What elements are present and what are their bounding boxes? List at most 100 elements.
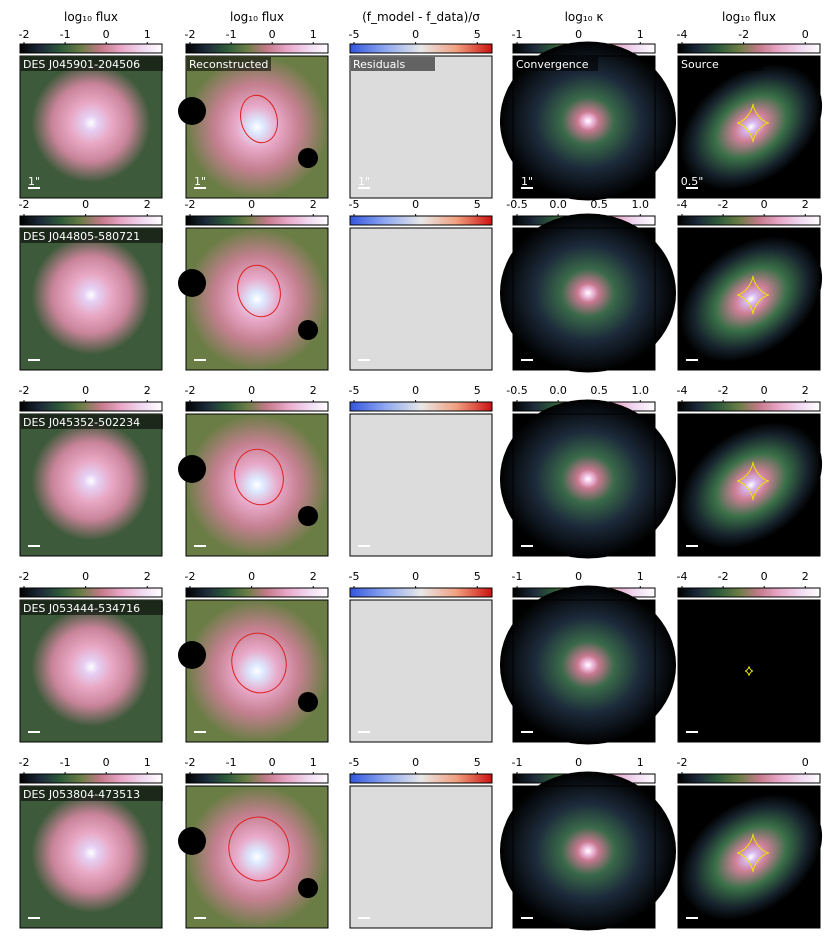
colorbar-tick-label: 2	[144, 198, 151, 211]
colorbar-tick-label: 0	[82, 384, 89, 397]
panel-label: Convergence	[516, 58, 589, 71]
colorbar-tick-label: 5	[474, 570, 481, 583]
colorbar	[20, 402, 162, 411]
colorbar-tick-label: 2	[802, 198, 809, 211]
colorbar-tick-label: -0.5	[506, 198, 527, 211]
colorbar-tick-label: 2	[144, 570, 151, 583]
colorbar-tick-label: -1	[512, 28, 523, 41]
colorbar-tick-label: 0	[103, 28, 110, 41]
colorbar-tick-label: -5	[349, 756, 360, 769]
colorbar-tick-label: 0	[82, 198, 89, 211]
colorbar	[350, 402, 492, 411]
colorbar	[186, 216, 328, 225]
colorbar-tick-label: 5	[474, 198, 481, 211]
colorbar-tick-label: -2	[19, 28, 30, 41]
panel-residuals	[350, 414, 492, 556]
colorbar	[350, 588, 492, 597]
colorbar-tick-label: -1	[226, 756, 237, 769]
panel-convergence	[500, 585, 676, 744]
colorbar-tick-label: 0	[269, 28, 276, 41]
panel-reconstructed	[178, 786, 328, 928]
colorbar-tick-label: -2	[19, 570, 30, 583]
scale-bar-label: 0.5"	[681, 175, 704, 188]
colorbar	[20, 216, 162, 225]
colorbar-tick-label: 2	[310, 198, 317, 211]
colorbar-tick-label: -2	[718, 384, 729, 397]
colorbar-tick-label: 2	[802, 384, 809, 397]
colorbar-tick-label: 1	[310, 756, 317, 769]
colorbar	[186, 44, 328, 53]
colorbar	[678, 216, 820, 225]
colorbar-tick-label: -5	[349, 198, 360, 211]
panel-data	[20, 600, 163, 742]
colorbar-tick-label: 0.0	[549, 384, 567, 397]
object-name: DES J053444-534716	[23, 602, 140, 615]
colorbar-tick-label: 0	[412, 198, 419, 211]
colorbar	[186, 774, 328, 783]
panel-reconstructed	[178, 414, 328, 556]
object-name: DES J045352-502234	[23, 416, 140, 429]
colorbar-tick-label: -4	[677, 384, 688, 397]
colorbar-tick-label: 1	[637, 28, 644, 41]
object-name: DES J053804-473513	[23, 788, 140, 801]
colorbar-tick-label: 5	[474, 384, 481, 397]
scale-bar-label: 1"	[358, 175, 370, 188]
colorbar-tick-label: -1	[60, 756, 71, 769]
colorbar	[678, 774, 820, 783]
colorbar-tick-label: -0.5	[506, 384, 527, 397]
colorbar-tick-label: -4	[677, 570, 688, 583]
colorbar-tick-label: 1	[637, 756, 644, 769]
colorbar-tick-label: -2	[185, 384, 196, 397]
column-header: log₁₀ flux	[230, 10, 284, 24]
colorbar-tick-label: 0	[269, 756, 276, 769]
colorbar	[350, 216, 492, 225]
colorbar-tick-label: 0	[248, 384, 255, 397]
colorbar-tick-label: -1	[512, 756, 523, 769]
colorbar-tick-label: 0	[761, 570, 768, 583]
colorbar	[678, 588, 820, 597]
colorbar	[350, 44, 492, 53]
colorbar-tick-label: -1	[512, 570, 523, 583]
colorbar-tick-label: -4	[677, 28, 688, 41]
panel-convergence	[500, 399, 676, 558]
colorbar-tick-label: -1	[226, 28, 237, 41]
colorbar-tick-label: 1	[637, 570, 644, 583]
colorbar-tick-label: -2	[738, 28, 749, 41]
colorbar-tick-label: 1.0	[632, 384, 650, 397]
object-name: DES J044805-580721	[23, 230, 140, 243]
colorbar-tick-label: 5	[474, 28, 481, 41]
colorbar-tick-label: 0.5	[590, 384, 608, 397]
colorbar-tick-label: 0	[575, 756, 582, 769]
colorbar-tick-label: 1	[144, 756, 151, 769]
panel-data	[20, 786, 163, 928]
colorbar-tick-label: -5	[349, 28, 360, 41]
colorbar-tick-label: 0	[248, 570, 255, 583]
colorbar-tick-label: -2	[677, 756, 688, 769]
colorbar	[678, 44, 820, 53]
colorbar-tick-label: -1	[60, 28, 71, 41]
panel-source	[656, 396, 830, 574]
panel-data	[20, 228, 163, 370]
object-name: DES J045901-204506	[23, 58, 140, 71]
colorbar-tick-label: 2	[802, 570, 809, 583]
colorbar-tick-label: 0.5	[590, 198, 608, 211]
colorbar-tick-label: -2	[19, 198, 30, 211]
panel-data	[20, 414, 163, 556]
colorbar	[20, 774, 162, 783]
colorbar	[678, 402, 820, 411]
colorbar-tick-label: 1.0	[632, 198, 650, 211]
panel-label: Residuals	[353, 58, 405, 71]
colorbar	[20, 44, 162, 53]
panel-label: Reconstructed	[189, 58, 268, 71]
panel-residuals	[350, 600, 492, 742]
colorbar	[186, 402, 328, 411]
colorbar-tick-label: 0	[761, 384, 768, 397]
panel-reconstructed	[178, 228, 328, 370]
colorbar-tick-label: 0	[412, 756, 419, 769]
scale-bar-label: 1"	[521, 175, 533, 188]
colorbar	[20, 588, 162, 597]
panel-source	[678, 600, 820, 742]
colorbar-tick-label: 5	[474, 756, 481, 769]
